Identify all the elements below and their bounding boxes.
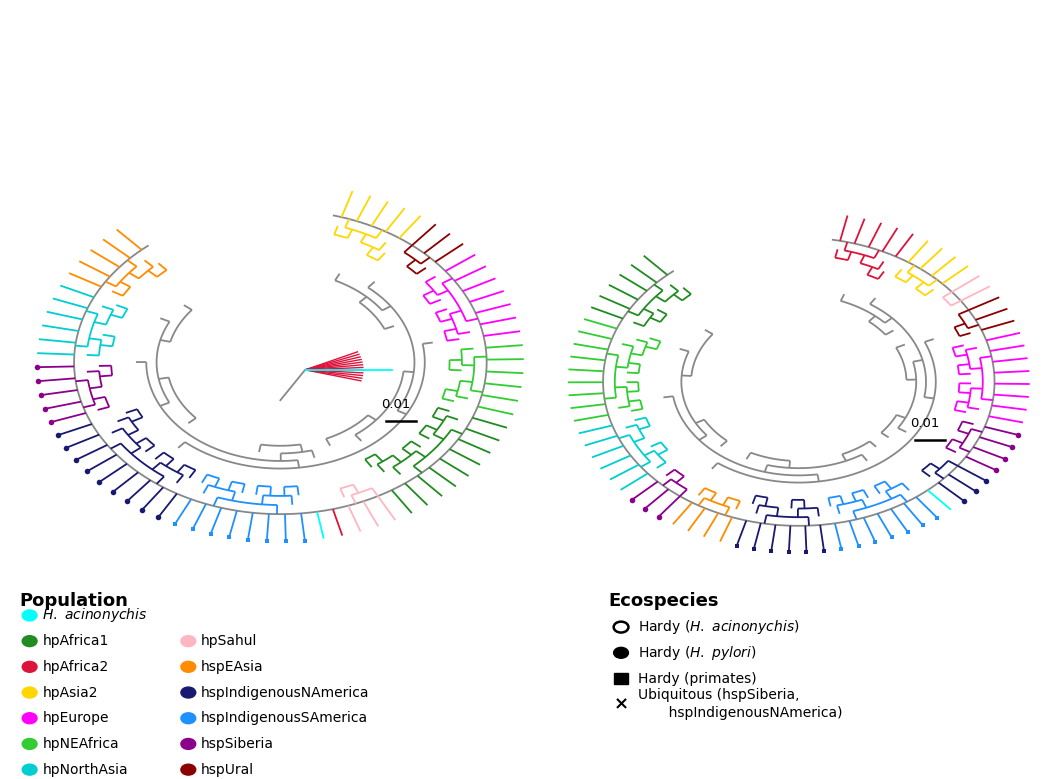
Text: hpAfrica2: hpAfrica2 <box>42 660 109 674</box>
Bar <box>614 673 628 684</box>
Text: hpAsia2: hpAsia2 <box>42 686 97 700</box>
Text: Hardy ($\mathit{H.\ acinonychis}$): Hardy ($\mathit{H.\ acinonychis}$) <box>638 618 800 636</box>
Circle shape <box>22 713 37 724</box>
Circle shape <box>181 713 196 724</box>
Text: hpNEAfrica: hpNEAfrica <box>42 737 118 751</box>
Text: $\mathit{H.\ acinonychis}$: $\mathit{H.\ acinonychis}$ <box>42 606 148 625</box>
Text: Hardy ($\mathit{H.\ pylori}$): Hardy ($\mathit{H.\ pylori}$) <box>638 643 756 662</box>
Circle shape <box>22 636 37 647</box>
Circle shape <box>22 764 37 775</box>
Text: Hardy (primates): Hardy (primates) <box>638 671 756 686</box>
Circle shape <box>22 738 37 749</box>
Circle shape <box>181 687 196 698</box>
Text: hpAfrica1: hpAfrica1 <box>42 634 109 648</box>
Circle shape <box>181 636 196 647</box>
Text: hspIndigenousNAmerica: hspIndigenousNAmerica <box>201 686 369 700</box>
Text: Ubiquitous (hspSiberia,
       hspIndigenousNAmerica): Ubiquitous (hspSiberia, hspIndigenousNAm… <box>638 688 842 721</box>
Text: hspUral: hspUral <box>201 763 254 777</box>
Circle shape <box>22 661 37 672</box>
Text: ×: × <box>614 695 628 714</box>
Circle shape <box>22 687 37 698</box>
Text: hpNorthAsia: hpNorthAsia <box>42 763 128 777</box>
Circle shape <box>181 764 196 775</box>
Circle shape <box>181 738 196 749</box>
Text: hpEurope: hpEurope <box>42 711 109 725</box>
Text: Ecospecies: Ecospecies <box>608 592 718 610</box>
Text: hpSahul: hpSahul <box>201 634 257 648</box>
Text: 0.01: 0.01 <box>381 397 411 411</box>
Text: hspEAsia: hspEAsia <box>201 660 263 674</box>
Text: 0.01: 0.01 <box>910 417 940 430</box>
Circle shape <box>614 647 628 658</box>
Circle shape <box>22 610 37 621</box>
Circle shape <box>181 661 196 672</box>
Text: hspSiberia: hspSiberia <box>201 737 274 751</box>
Text: hspIndigenousSAmerica: hspIndigenousSAmerica <box>201 711 368 725</box>
Text: Population: Population <box>19 592 128 610</box>
